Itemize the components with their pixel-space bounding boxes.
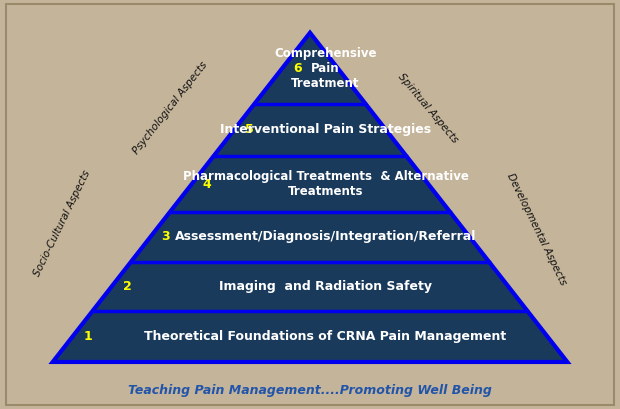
Text: 6: 6 — [293, 62, 302, 74]
Text: Socio-Cultural Aspects: Socio-Cultural Aspects — [32, 168, 92, 278]
Text: 4: 4 — [203, 178, 211, 191]
Polygon shape — [53, 33, 567, 362]
Text: Assessment/Diagnosis/Integration/Referral: Assessment/Diagnosis/Integration/Referra… — [175, 230, 476, 243]
Text: 5: 5 — [246, 124, 254, 136]
Text: Teaching Pain Management....Promoting Well Being: Teaching Pain Management....Promoting We… — [128, 384, 492, 397]
Text: 2: 2 — [123, 280, 132, 293]
Text: Psychological Aspects: Psychological Aspects — [131, 60, 210, 157]
Text: Spiritual Aspects: Spiritual Aspects — [396, 72, 459, 145]
Text: Imaging  and Radiation Safety: Imaging and Radiation Safety — [219, 280, 432, 293]
Text: 3: 3 — [162, 230, 170, 243]
Text: Pharmacological Treatments  & Alternative
Treatments: Pharmacological Treatments & Alternative… — [182, 170, 469, 198]
Text: Comprehensive
Pain
Treatment: Comprehensive Pain Treatment — [274, 47, 377, 90]
Text: Theoretical Foundations of CRNA Pain Management: Theoretical Foundations of CRNA Pain Man… — [144, 330, 507, 343]
Text: Developmental Aspects: Developmental Aspects — [505, 171, 568, 287]
Text: Interventional Pain Strategies: Interventional Pain Strategies — [220, 124, 431, 136]
Text: 1: 1 — [84, 330, 92, 343]
